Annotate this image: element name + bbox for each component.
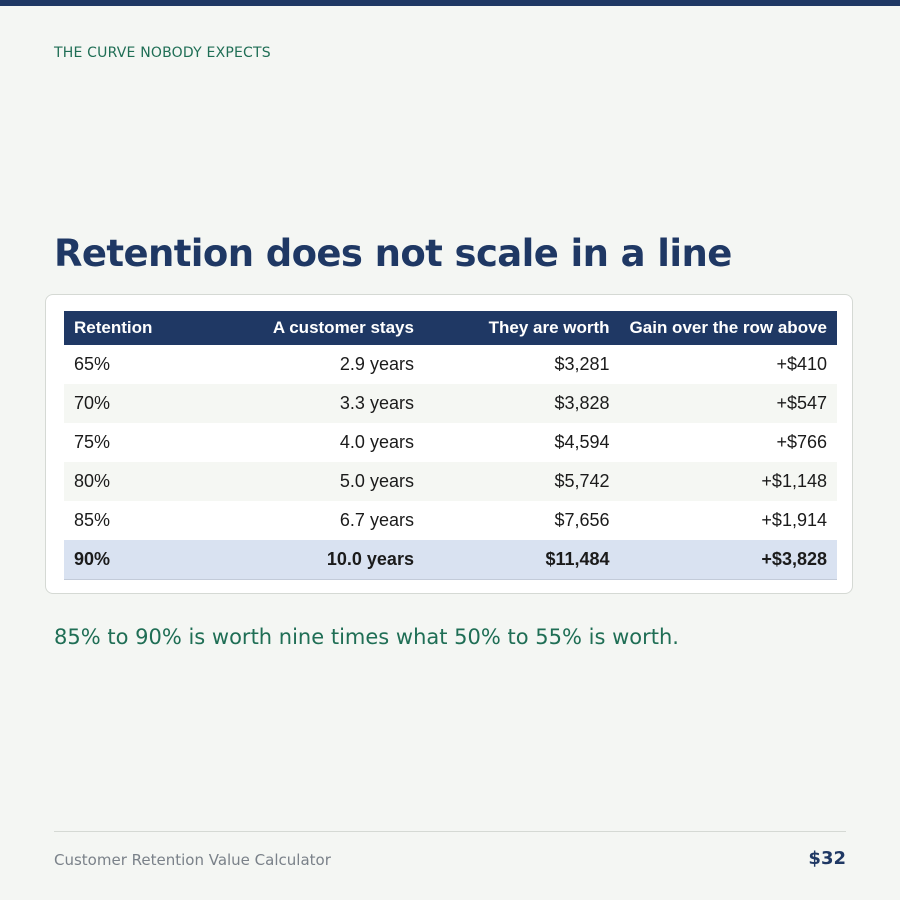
cell-customer-stays: 4.0 years <box>225 423 424 462</box>
callout-text: 85% to 90% is worth nine times what 50% … <box>54 625 679 649</box>
cell-gain: +$410 <box>619 345 837 384</box>
header-customer-stays: A customer stays <box>225 311 424 345</box>
cell-they-are-worth: $3,281 <box>423 345 620 384</box>
cell-gain: +$1,148 <box>619 462 837 501</box>
cell-retention: 75% <box>64 423 226 462</box>
table-row: 70% 3.3 years $3,828 +$547 <box>64 384 837 423</box>
cell-they-are-worth: $7,656 <box>423 501 620 540</box>
cell-retention: 85% <box>64 501 226 540</box>
top-accent-bar <box>0 0 900 6</box>
table-row: 75% 4.0 years $4,594 +$766 <box>64 423 837 462</box>
table-row: 80% 5.0 years $5,742 +$1,148 <box>64 462 837 501</box>
cell-retention: 80% <box>64 462 226 501</box>
cell-they-are-worth: $11,484 <box>423 540 620 580</box>
eyebrow-label: THE CURVE NOBODY EXPECTS <box>54 45 271 61</box>
cell-retention: 90% <box>64 540 226 580</box>
cell-customer-stays: 10.0 years <box>225 540 424 580</box>
cell-customer-stays: 3.3 years <box>225 384 424 423</box>
table-row-highlighted: 90% 10.0 years $11,484 +$3,828 <box>64 540 837 580</box>
header-they-are-worth: They are worth <box>423 311 620 345</box>
cell-gain: +$3,828 <box>619 540 837 580</box>
cell-gain: +$766 <box>619 423 837 462</box>
page-title: Retention does not scale in a line <box>54 232 732 275</box>
table-header-row: Retention A customer stays They are wort… <box>64 311 837 345</box>
footer-price: $32 <box>808 848 846 869</box>
header-retention: Retention <box>64 311 226 345</box>
retention-table: Retention A customer stays They are wort… <box>64 311 837 580</box>
table-row: 65% 2.9 years $3,281 +$410 <box>64 345 837 384</box>
cell-customer-stays: 2.9 years <box>225 345 424 384</box>
footer-divider <box>54 831 846 832</box>
cell-customer-stays: 5.0 years <box>225 462 424 501</box>
cell-they-are-worth: $4,594 <box>423 423 620 462</box>
table-row: 85% 6.7 years $7,656 +$1,914 <box>64 501 837 540</box>
cell-they-are-worth: $5,742 <box>423 462 620 501</box>
table-card: Retention A customer stays They are wort… <box>45 294 853 594</box>
cell-customer-stays: 6.7 years <box>225 501 424 540</box>
footer-product-name: Customer Retention Value Calculator <box>54 851 331 869</box>
header-gain: Gain over the row above <box>619 311 837 345</box>
cell-retention: 70% <box>64 384 226 423</box>
cell-they-are-worth: $3,828 <box>423 384 620 423</box>
cell-gain: +$1,914 <box>619 501 837 540</box>
cell-retention: 65% <box>64 345 226 384</box>
cell-gain: +$547 <box>619 384 837 423</box>
